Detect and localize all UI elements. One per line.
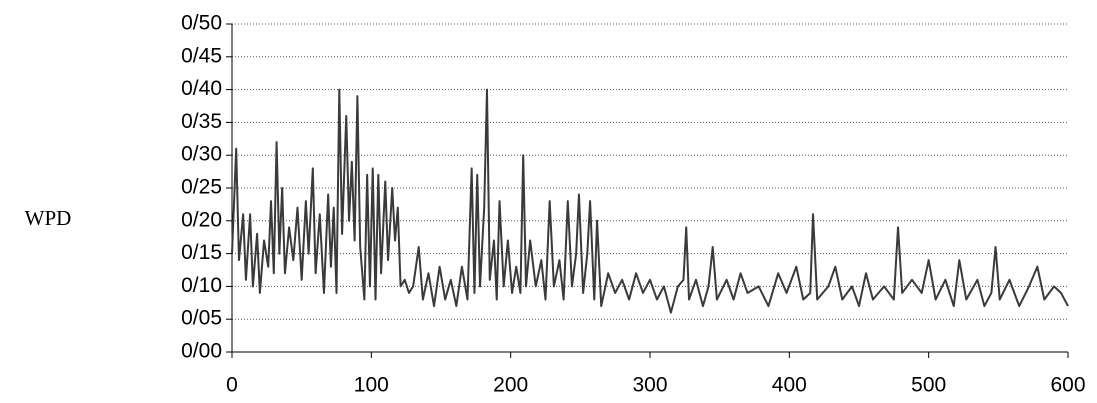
y-tick-label: 0/15: [181, 241, 222, 264]
y-tick-label: 0/40: [181, 77, 222, 100]
x-tick-label: 200: [493, 374, 528, 397]
y-tick-label: 0/25: [181, 176, 222, 199]
y-axis-label: WPD: [25, 206, 72, 230]
x-tick-label: 400: [772, 374, 807, 397]
x-tick-label: 0: [226, 374, 238, 397]
x-tick-label: 100: [354, 374, 389, 397]
x-tick-label: 600: [1050, 374, 1085, 397]
y-tick-label: 0/05: [181, 307, 222, 330]
y-tick-label: 0/20: [181, 208, 222, 231]
y-tick-label: 0/00: [181, 340, 222, 363]
data-line: [231, 88, 1069, 314]
y-tick-label: 0/30: [181, 143, 222, 166]
y-tick-label: 0/50: [181, 12, 222, 35]
y-tick-label: 0/45: [181, 44, 222, 67]
x-tick-label: 500: [911, 374, 946, 397]
x-tick-label: 300: [632, 374, 667, 397]
y-tick-label: 0/35: [181, 110, 222, 133]
y-tick-label: 0/10: [181, 274, 222, 297]
